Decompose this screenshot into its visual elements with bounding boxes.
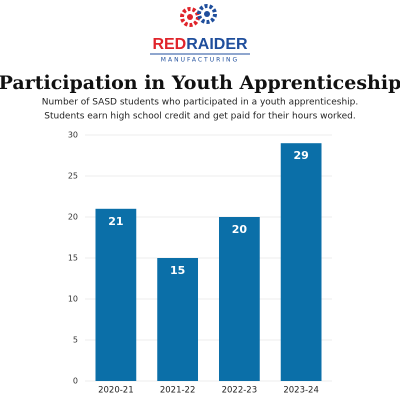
y-tick-label: 30 bbox=[68, 131, 78, 140]
chart-subtitle: Number of SASD students who participated… bbox=[42, 98, 359, 108]
y-tick-label: 5 bbox=[73, 336, 78, 345]
bar bbox=[218, 217, 260, 381]
logo-tagline: MANUFACTURING bbox=[161, 57, 239, 64]
logo-name: REDRAIDER bbox=[152, 36, 248, 53]
x-tick-label: 2021-22 bbox=[160, 386, 196, 396]
bar bbox=[280, 143, 322, 381]
y-tick-label: 20 bbox=[68, 213, 78, 222]
y-tick-label: 0 bbox=[73, 377, 78, 386]
logo-red: RED bbox=[152, 36, 186, 53]
x-tick-label: 2022-23 bbox=[222, 386, 258, 396]
gear-blue bbox=[197, 4, 217, 24]
bar bbox=[95, 208, 137, 381]
value-label: 29 bbox=[293, 149, 308, 162]
x-tick-label: 2023-24 bbox=[283, 386, 319, 396]
value-label: 20 bbox=[232, 223, 248, 236]
chart-title: Participation in Youth Apprenticeship bbox=[0, 72, 400, 94]
y-tick-label: 15 bbox=[68, 254, 78, 263]
value-label: 15 bbox=[170, 264, 185, 277]
value-label: 21 bbox=[108, 215, 123, 228]
y-tick-label: 25 bbox=[68, 172, 78, 181]
y-tick-label: 10 bbox=[68, 295, 78, 304]
logo: REDRAIDER MANUFACTURING bbox=[150, 4, 250, 64]
logo-blue: RAIDER bbox=[186, 36, 248, 53]
x-tick-label: 2020-21 bbox=[98, 386, 134, 396]
gear-red-hub bbox=[187, 14, 193, 20]
chart-subtitle: Students earn high school credit and get… bbox=[44, 112, 355, 122]
bar bbox=[157, 258, 199, 381]
gear-blue-hub bbox=[204, 11, 210, 17]
